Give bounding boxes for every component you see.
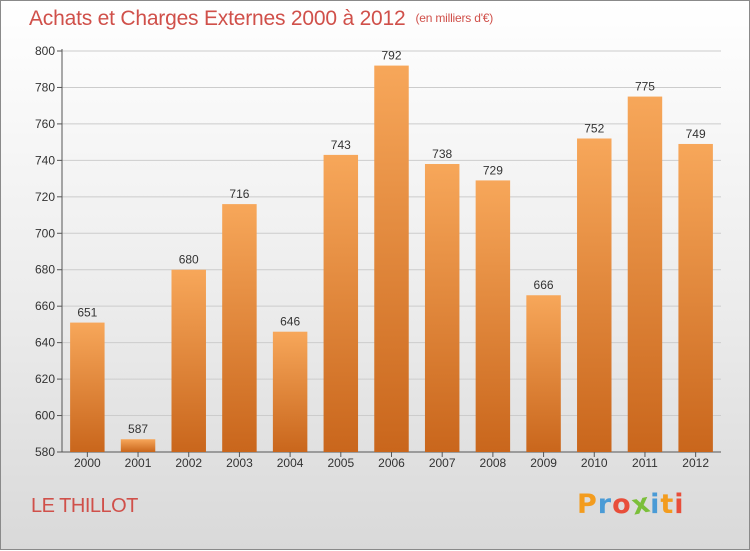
x-tick-label: 2007	[429, 456, 456, 470]
x-tick-label: 2005	[327, 456, 354, 470]
y-tick-label: 740	[35, 153, 55, 167]
unit-label: (en milliers d'€)	[415, 11, 494, 25]
data-label: 729	[483, 163, 503, 177]
bar	[475, 180, 511, 452]
x-tick-label: 2006	[378, 456, 405, 470]
bar	[120, 439, 156, 452]
data-label: 587	[128, 422, 148, 436]
bar	[272, 331, 308, 452]
logo-letter: r	[597, 489, 613, 520]
x-tick-label: 2004	[277, 456, 304, 470]
x-tick-label: 2001	[125, 456, 152, 470]
logo-letter: i	[674, 489, 685, 520]
data-label: 749	[686, 127, 706, 141]
bar	[323, 154, 359, 453]
y-tick-label: 760	[35, 117, 55, 131]
x-tick-label: 2009	[530, 456, 557, 470]
data-label: 775	[635, 80, 655, 94]
y-tick-label: 680	[35, 263, 55, 277]
y-tick-label: 800	[35, 44, 55, 58]
logo-letter: P	[577, 489, 598, 520]
bar	[424, 164, 460, 452]
y-tick-label: 620	[35, 372, 55, 386]
bar	[577, 138, 612, 452]
bar	[526, 295, 561, 452]
title-text: Achats et Charges Externes 2000 à 2012	[29, 7, 406, 30]
logo-letter: i	[650, 489, 661, 520]
x-tick-label: 2003	[226, 456, 253, 470]
y-tick-label: 660	[35, 299, 55, 313]
place-name: LE THILLOT	[31, 495, 138, 517]
bar	[374, 65, 409, 452]
data-label: 651	[77, 306, 97, 320]
chart-title: Achats et Charges Externes 2000 à 2012 (e…	[29, 7, 493, 31]
y-tick-label: 700	[35, 226, 55, 240]
y-tick-label: 780	[35, 80, 55, 94]
y-tick-label: 600	[35, 409, 55, 423]
x-tick-label: 2002	[175, 456, 202, 470]
logo-letter: t	[660, 489, 675, 520]
data-label: 752	[584, 121, 604, 135]
bar	[222, 204, 257, 452]
bar	[70, 322, 105, 452]
data-label: 743	[331, 138, 351, 152]
data-label: 646	[280, 315, 300, 329]
bar	[678, 143, 713, 452]
x-tick-label: 2008	[480, 456, 507, 470]
data-label: 792	[381, 49, 401, 63]
data-label: 680	[179, 253, 199, 267]
data-label: 738	[432, 147, 452, 161]
x-tick-label: 2012	[682, 456, 709, 470]
y-tick-label: 640	[35, 336, 55, 350]
x-tick-label: 2010	[581, 456, 608, 470]
bar	[627, 96, 663, 453]
proxiti-logo: Proxiti	[577, 487, 697, 521]
bar	[171, 269, 206, 452]
data-label: 716	[229, 187, 249, 201]
logo-letter: o	[612, 489, 632, 520]
x-tick-label: 2000	[74, 456, 101, 470]
y-tick-label: 580	[35, 445, 55, 459]
y-tick-label: 720	[35, 190, 55, 204]
x-tick-label: 2011	[632, 456, 658, 470]
data-label: 666	[534, 278, 554, 292]
